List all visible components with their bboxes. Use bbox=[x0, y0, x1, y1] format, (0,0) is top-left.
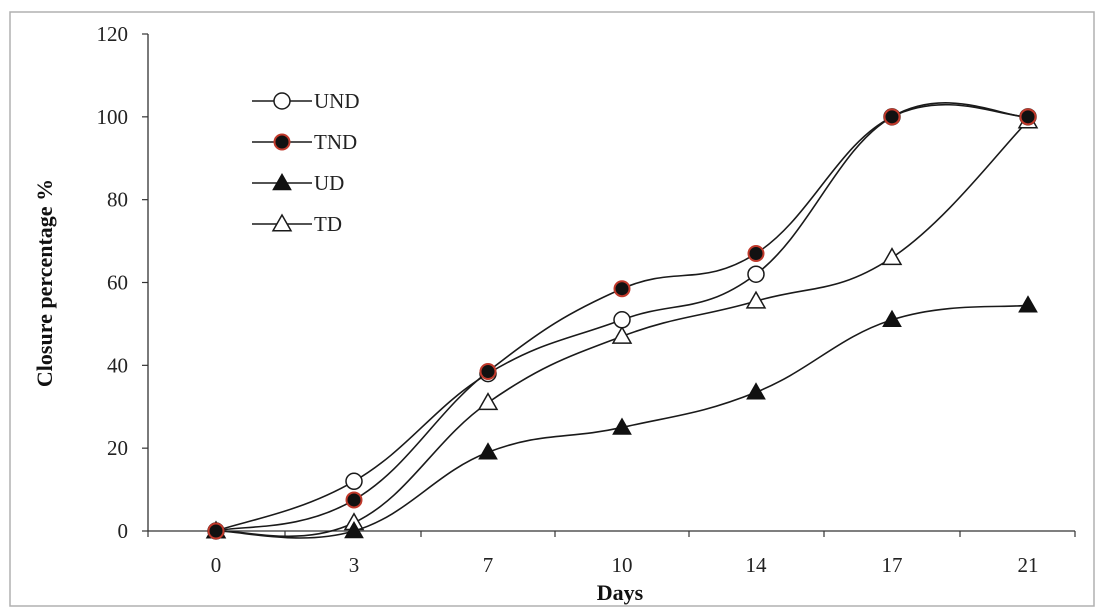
legend-item-ud: UD bbox=[252, 171, 344, 195]
legend-marker-ud bbox=[272, 172, 292, 191]
legend-marker-tnd bbox=[273, 133, 291, 151]
data-point-ud bbox=[882, 309, 902, 328]
data-point-tnd bbox=[1019, 108, 1037, 126]
y-tick-label: 0 bbox=[118, 519, 129, 543]
data-point-tnd bbox=[883, 108, 901, 126]
x-tick-label: 7 bbox=[483, 553, 494, 577]
data-point-tnd bbox=[207, 522, 225, 540]
x-tick-label: 14 bbox=[746, 553, 768, 577]
axes: 0 20 40 60 80 100 120 0 3 7 10 14 17 21 bbox=[97, 22, 1076, 577]
data-point-td bbox=[745, 290, 767, 309]
legend-marker-und bbox=[273, 92, 291, 110]
legend-label-und: UND bbox=[314, 89, 360, 113]
series-layer bbox=[205, 102, 1039, 540]
legend-item-und: UND bbox=[252, 89, 360, 113]
data-point-ud bbox=[746, 382, 766, 400]
legend-label-ud: UD bbox=[314, 171, 344, 195]
y-tick-label: 40 bbox=[107, 353, 128, 377]
data-point-ud bbox=[612, 417, 632, 435]
y-tick-label: 120 bbox=[97, 22, 129, 46]
data-point-tnd bbox=[345, 491, 363, 509]
y-axis-title: Closure percentage % bbox=[32, 179, 57, 387]
legend: UND TND UD TD bbox=[252, 89, 360, 236]
y-tick-label: 60 bbox=[107, 271, 128, 295]
data-point-td bbox=[611, 325, 633, 344]
x-tick-label: 3 bbox=[349, 553, 360, 577]
data-point-ud bbox=[478, 442, 498, 460]
x-tick-label: 21 bbox=[1018, 553, 1039, 577]
data-point-und bbox=[613, 311, 631, 329]
legend-label-td: TD bbox=[314, 212, 342, 236]
data-point-und bbox=[747, 265, 765, 283]
series-ud bbox=[206, 295, 1038, 539]
data-point-und bbox=[345, 472, 363, 491]
x-axis-title: Days bbox=[597, 580, 644, 605]
legend-label-tnd: TND bbox=[314, 130, 357, 154]
legend-marker-td bbox=[271, 213, 293, 232]
x-tick-label: 10 bbox=[612, 553, 633, 577]
data-point-ud bbox=[1018, 295, 1038, 313]
legend-item-td: TD bbox=[252, 212, 342, 236]
legend-item-tnd: TND bbox=[252, 130, 357, 154]
y-tick-label: 20 bbox=[107, 436, 128, 460]
x-tick-label: 0 bbox=[211, 553, 222, 577]
data-point-td bbox=[881, 247, 903, 266]
data-point-tnd bbox=[479, 363, 497, 381]
data-point-tnd bbox=[613, 280, 631, 298]
y-tick-label: 80 bbox=[107, 188, 128, 212]
y-tick-label: 100 bbox=[97, 105, 129, 129]
chart-frame bbox=[9, 11, 1095, 607]
data-point-ud bbox=[344, 520, 364, 539]
data-point-td bbox=[477, 392, 499, 411]
x-tick-label: 17 bbox=[882, 553, 903, 577]
series-tnd bbox=[207, 103, 1037, 540]
data-point-tnd bbox=[747, 245, 765, 263]
